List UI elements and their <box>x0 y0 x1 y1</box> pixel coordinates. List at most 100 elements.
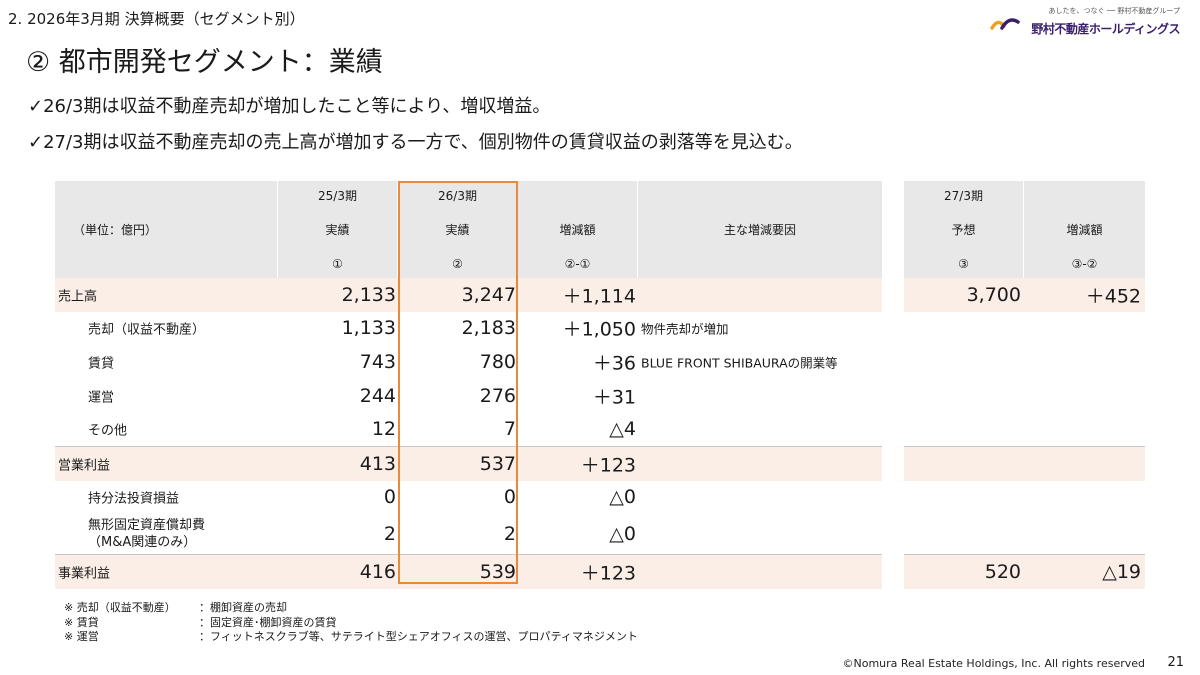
value-fy25: 12 <box>371 418 396 441</box>
header-col-diff27: 増減額 ③-② <box>1024 181 1145 278</box>
value-fy25: 244 <box>359 384 396 407</box>
value-diff: △0 <box>609 486 636 509</box>
logo-mark-icon <box>990 18 1020 30</box>
table-row: 売上高 2,133 3,247 ＋1,114 <box>55 278 882 312</box>
row-label: 売却（収益不動産） <box>88 322 206 338</box>
row-driver: BLUE FRONT SHIBAURAの開業等 <box>641 355 838 371</box>
row-label: 無形固定資産償却費 （M&A関連のみ） <box>88 517 205 551</box>
table-row: 売却（収益不動産） 1,133 2,183 ＋1,050 物件売却が増加 <box>55 312 882 346</box>
value-diff: ＋1,050 <box>562 318 636 341</box>
forecast-table: 27/3期 予想 ③ 増減額 ③-② 3,700 ＋452 520 △19 <box>904 181 1145 589</box>
header-col-diff: 増減額 ②-① <box>518 181 638 278</box>
forecast-row <box>904 379 1145 413</box>
value-fy26: 276 <box>479 384 516 407</box>
row-label: 持分法投資損益 <box>88 491 180 507</box>
value-fy25: 416 <box>359 560 396 583</box>
header-ref: ③ <box>958 257 969 271</box>
value-diff: ＋123 <box>580 562 636 585</box>
value-diff27: ＋452 <box>1085 285 1141 308</box>
header-col-drivers: 主な増減要因 <box>638 181 882 278</box>
value-diff: ＋1,114 <box>562 285 636 308</box>
forecast-row: 520 △19 <box>904 554 1145 589</box>
forecast-row <box>904 514 1145 554</box>
row-label: 運営 <box>88 390 115 406</box>
value-fy26: 780 <box>479 350 516 373</box>
row-label: 事業利益 <box>58 566 111 582</box>
unit-label: （単位：億円） <box>73 223 158 237</box>
header-type: 増減額 <box>1066 223 1103 237</box>
table-row: その他 12 7 △4 <box>55 412 882 446</box>
value-diff27: △19 <box>1102 560 1141 583</box>
value-fy25: 743 <box>359 350 396 373</box>
header-ref: ②-① <box>564 257 591 271</box>
forecast-row <box>904 481 1145 515</box>
logo-tagline: あしたを、つなぐ ── 野村不動産グループ <box>1048 7 1180 15</box>
table-row: 営業利益 413 537 ＋123 <box>55 445 882 481</box>
row-label: 賃貸 <box>88 356 115 372</box>
row-label: 売上高 <box>58 289 98 305</box>
value-fy26: 7 <box>503 418 516 441</box>
header-col-fy25: 25/3期 実績 ① <box>278 181 398 278</box>
company-logo: あしたを、つなぐ ── 野村不動産グループ 野村不動産ホールディングス <box>990 6 1180 38</box>
header-period: 27/3期 <box>944 189 983 203</box>
value-fy25: 2 <box>383 523 396 546</box>
value-fy26: 2 <box>503 523 516 546</box>
header-col-fy27: 27/3期 予想 ③ <box>904 181 1024 278</box>
row-driver: 物件売却が増加 <box>641 321 729 337</box>
value-fy26: 0 <box>503 486 516 509</box>
value-diff: △4 <box>609 418 636 441</box>
footnote-key: ※ 売却（収益不動産） <box>64 601 176 614</box>
page-number: 21 <box>1167 655 1184 670</box>
section-heading: 2. 2026年3月期 決算概要（セグメント別） <box>8 10 305 28</box>
footnote-value: ：棚卸資産の売却 <box>199 601 287 614</box>
header-unit-cell: （単位：億円） <box>55 181 278 278</box>
row-label-line1: 無形固定資産償却費 <box>88 518 206 534</box>
logo-name: 野村不動産ホールディングス <box>1031 22 1180 36</box>
table-row: 運営 244 276 ＋31 <box>55 379 882 413</box>
value-fy27: 520 <box>984 560 1021 583</box>
table-row: 事業利益 416 539 ＋123 <box>55 554 882 589</box>
row-label: その他 <box>88 423 128 439</box>
forecast-row <box>904 345 1145 379</box>
forecast-row <box>904 445 1145 481</box>
value-fy25: 0 <box>383 486 396 509</box>
table-row: 無形固定資産償却費 （M&A関連のみ） 2 2 △0 <box>55 514 882 554</box>
footnote-key: ※ 賃貸 <box>64 615 99 629</box>
value-fy27: 3,700 <box>966 283 1021 306</box>
value-fy26: 2,183 <box>461 317 516 340</box>
value-fy26: 539 <box>479 560 516 583</box>
row-label-line2: （M&A関連のみ） <box>88 535 197 551</box>
forecast-row: 3,700 ＋452 <box>904 278 1145 312</box>
header-period: 26/3期 <box>438 189 477 203</box>
table-row: 賃貸 743 780 ＋36 BLUE FRONT SHIBAURAの開業等 <box>55 345 882 379</box>
value-fy25: 413 <box>359 452 396 475</box>
header-ref: ① <box>332 257 343 271</box>
header-ref: ② <box>452 257 463 271</box>
header-ref: ③-② <box>1071 257 1098 271</box>
value-diff: △0 <box>609 523 636 546</box>
footnote-key: ※ 運営 <box>64 630 99 643</box>
header-type: 増減額 <box>559 223 596 237</box>
value-fy26: 3,247 <box>461 283 516 306</box>
value-diff: ＋31 <box>592 386 636 409</box>
bullet-point: ✓26/3期は収益不動産売却が増加したこと等により、増収増益。 <box>28 96 551 117</box>
value-fy25: 1,133 <box>341 317 396 340</box>
page-title: ② 都市開発セグメント：業績 <box>26 47 383 78</box>
value-fy26: 537 <box>479 452 516 475</box>
header-type: 実績 <box>445 223 470 237</box>
footnote-value: ：フィットネスクラブ等、サテライト型シェアオフィスの運営、プロパティマネジメント <box>199 630 638 643</box>
header-col-fy26: 26/3期 実績 ② <box>398 181 518 278</box>
header-type: 実績 <box>325 223 350 237</box>
drivers-header: 主な増減要因 <box>723 223 796 237</box>
value-fy25: 2,133 <box>341 283 396 306</box>
forecast-row <box>904 312 1145 346</box>
value-diff: ＋123 <box>580 454 636 477</box>
copyright: ©Nomura Real Estate Holdings, Inc. All r… <box>842 657 1146 670</box>
bullet-point: ✓27/3期は収益不動産売却の売上高が増加する一方で、個別物件の賃貸収益の剥落等… <box>28 132 803 153</box>
header-period: 25/3期 <box>318 189 357 203</box>
row-label: 営業利益 <box>58 458 111 474</box>
footnote-value: ：固定資産･棚卸資産の賃貸 <box>199 615 337 629</box>
table-header: （単位：億円） 25/3期 実績 ① 26/3期 実績 ② 増減額 ②-① 主な… <box>55 181 882 278</box>
table-row: 持分法投資損益 0 0 △0 <box>55 481 882 515</box>
forecast-row <box>904 412 1145 446</box>
